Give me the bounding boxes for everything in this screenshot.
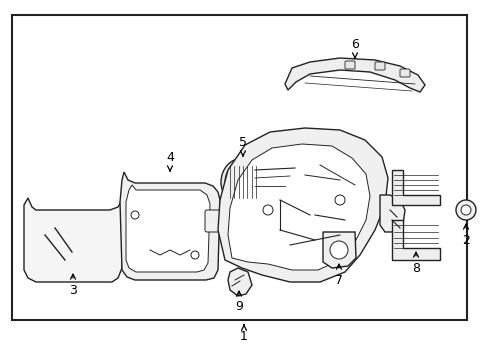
Circle shape xyxy=(334,195,345,205)
Circle shape xyxy=(329,241,347,259)
Polygon shape xyxy=(391,220,439,260)
Ellipse shape xyxy=(224,162,261,202)
Text: 4: 4 xyxy=(166,152,174,171)
FancyBboxPatch shape xyxy=(374,62,384,70)
Polygon shape xyxy=(218,128,387,282)
Bar xyxy=(12,15,466,320)
Polygon shape xyxy=(285,58,424,92)
Text: 8: 8 xyxy=(411,252,419,274)
Text: 7: 7 xyxy=(334,264,342,287)
Text: 6: 6 xyxy=(350,39,358,58)
Text: 3: 3 xyxy=(69,274,77,297)
Polygon shape xyxy=(227,144,369,270)
Text: 9: 9 xyxy=(235,291,243,314)
Polygon shape xyxy=(126,185,209,272)
Polygon shape xyxy=(120,172,220,280)
Circle shape xyxy=(455,200,475,220)
Text: 5: 5 xyxy=(239,136,246,156)
Ellipse shape xyxy=(221,158,264,206)
Polygon shape xyxy=(227,268,251,296)
Circle shape xyxy=(263,205,272,215)
Polygon shape xyxy=(24,198,122,282)
Circle shape xyxy=(191,251,199,259)
FancyBboxPatch shape xyxy=(399,69,409,77)
Circle shape xyxy=(131,211,139,219)
FancyBboxPatch shape xyxy=(345,61,354,69)
Polygon shape xyxy=(391,170,439,205)
Polygon shape xyxy=(379,195,404,232)
FancyBboxPatch shape xyxy=(204,210,221,232)
Polygon shape xyxy=(323,232,355,268)
Text: 1: 1 xyxy=(240,325,247,343)
Circle shape xyxy=(460,205,470,215)
Text: 2: 2 xyxy=(461,224,469,247)
